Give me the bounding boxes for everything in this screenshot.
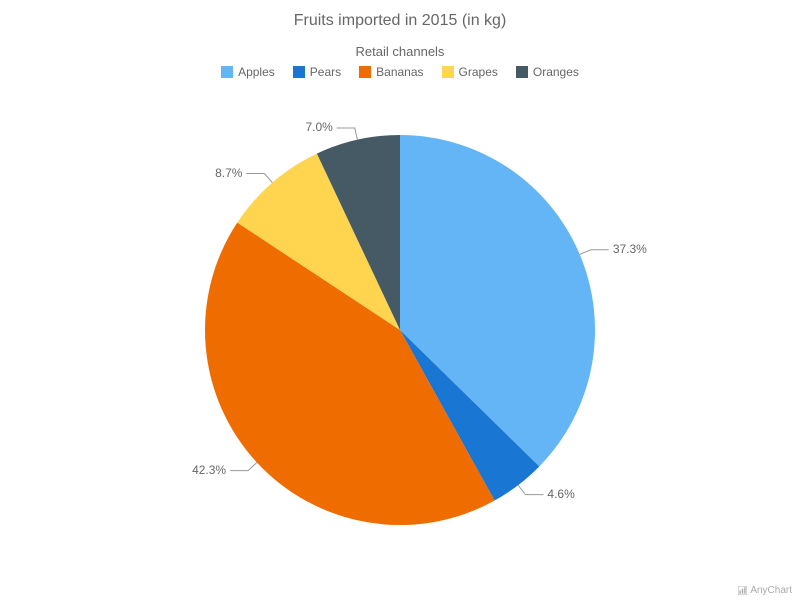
legend-swatch <box>293 66 305 78</box>
chart-icon <box>738 586 747 595</box>
legend: Apples Pears Bananas Grapes Oranges <box>0 59 800 79</box>
legend-item-oranges[interactable]: Oranges <box>516 65 579 79</box>
legend-swatch <box>221 66 233 78</box>
legend-item-pears[interactable]: Pears <box>293 65 341 79</box>
chart-subtitle: Retail channels <box>0 30 800 59</box>
legend-label: Bananas <box>376 65 423 79</box>
pie-label-pears: 4.6% <box>547 487 574 501</box>
pie-label-bananas: 42.3% <box>192 463 226 477</box>
pie-connector <box>337 128 358 140</box>
pie-connector <box>580 250 609 255</box>
pie-chart <box>0 0 800 600</box>
pie-label-oranges: 7.0% <box>305 120 332 134</box>
legend-item-grapes[interactable]: Grapes <box>442 65 498 79</box>
credits-text: AnyChart <box>750 585 792 596</box>
legend-swatch <box>442 66 454 78</box>
pie-connector <box>246 174 272 183</box>
pie-connector <box>518 485 543 495</box>
legend-label: Apples <box>238 65 275 79</box>
chart-title: Fruits imported in 2015 (in kg) <box>0 0 800 30</box>
credits[interactable]: AnyChart <box>738 585 792 596</box>
pie-label-grapes: 8.7% <box>215 166 242 180</box>
pie-connector <box>230 462 257 470</box>
legend-label: Pears <box>310 65 341 79</box>
legend-item-apples[interactable]: Apples <box>221 65 275 79</box>
legend-label: Grapes <box>459 65 498 79</box>
legend-swatch <box>516 66 528 78</box>
legend-swatch <box>359 66 371 78</box>
legend-label: Oranges <box>533 65 579 79</box>
pie-label-apples: 37.3% <box>613 242 647 256</box>
legend-item-bananas[interactable]: Bananas <box>359 65 423 79</box>
